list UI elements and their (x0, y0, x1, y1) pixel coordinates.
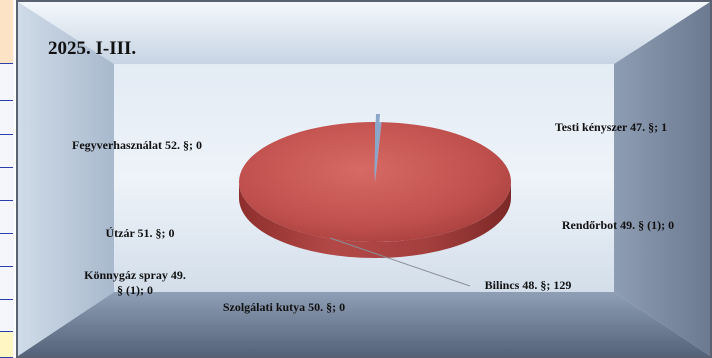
chart-title: 2025. I-III. (48, 38, 137, 59)
slice-label-bilincs: Bilincs 48. §; 129 (484, 278, 572, 292)
pie-chart: 2025. I-III. Testi kényszer 47. §; 1 Ren… (16, 0, 712, 358)
leader-line-bilincs (329, 237, 471, 287)
pie-slice-sliver (374, 114, 380, 182)
pie-plot-area (238, 114, 511, 287)
slice-label-testi-kenyszer: Testi kényszer 47. §; 1 (554, 120, 668, 134)
sheet-cell (0, 135, 13, 168)
sheet-cell (0, 234, 13, 267)
spreadsheet-strip (0, 0, 14, 358)
slice-label-szolgalati-kutya: Szolgálati kutya 50. §; 0 (222, 300, 346, 314)
sheet-cell (0, 201, 13, 234)
sheet-cell (0, 267, 13, 300)
sheet-cell (0, 64, 13, 101)
pie-slice-2 (238, 122, 511, 242)
slice-label-rendorbot: Rendőrbot 49. § (1); 0 (561, 218, 675, 232)
sheet-cell (0, 0, 13, 64)
sheet-cell (0, 168, 13, 201)
chart-bevel-background (18, 2, 710, 356)
sheet-cell (0, 300, 13, 332)
slice-label-utzar: Útzár 51. §; 0 (105, 226, 175, 240)
sheet-cell (0, 101, 13, 135)
sheet-cell (0, 332, 13, 358)
pie-side (239, 182, 511, 258)
slice-label-fegyverhasznalat: Fegyverhasználat 52. §; 0 (72, 138, 202, 152)
slice-label-konnygaz-spray: Könnygáz spray 49. § (1); 0 (84, 268, 186, 297)
